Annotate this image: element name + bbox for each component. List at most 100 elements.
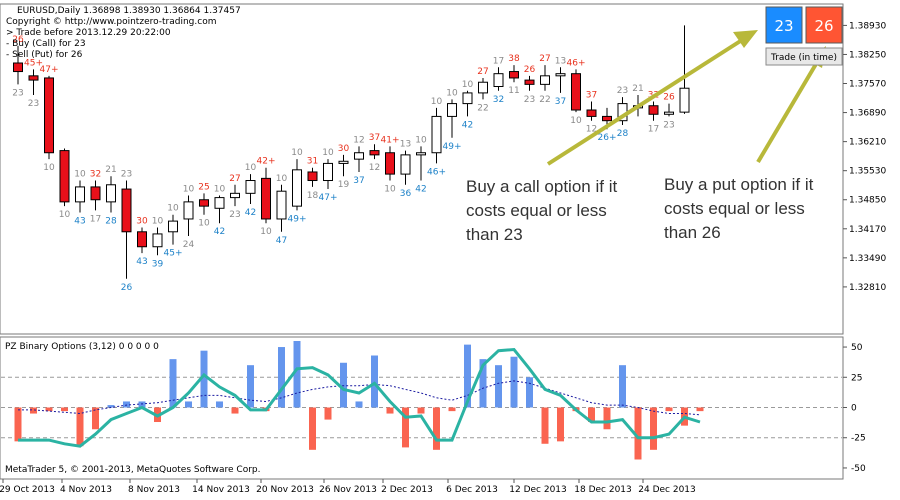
candle-bottom-label: 10 bbox=[43, 163, 55, 173]
candle bbox=[524, 75, 535, 91]
indicator-bar-series bbox=[14, 341, 704, 460]
candle bbox=[137, 227, 147, 254]
candle-top-label: 27 bbox=[477, 67, 488, 77]
candle bbox=[540, 65, 550, 91]
candle-top-label: 26 bbox=[524, 65, 536, 75]
candle-bottom-label: 18 bbox=[307, 191, 319, 201]
indicator-tick-label: 25 bbox=[851, 373, 862, 383]
candle-bottom-label: 42 bbox=[245, 208, 256, 218]
candle-top-label: 10 bbox=[431, 97, 443, 107]
candle-top-label: 10 bbox=[462, 80, 474, 90]
indicator-tick-label: 50 bbox=[851, 343, 863, 353]
candle-top-label: 26 bbox=[12, 35, 24, 45]
indicator-bar bbox=[526, 377, 533, 408]
candle bbox=[90, 180, 101, 211]
indicator-bar bbox=[309, 407, 316, 450]
candle-body bbox=[106, 184, 116, 203]
candle bbox=[75, 180, 85, 213]
candle bbox=[679, 25, 690, 114]
candle bbox=[493, 67, 504, 91]
indicator-tick-label: -50 bbox=[851, 464, 866, 474]
candle-top-label: 37 bbox=[369, 133, 380, 143]
candle-top-label: 10 bbox=[183, 184, 195, 194]
call-note-line-1: Buy a call option if it bbox=[466, 177, 617, 196]
indicator-bar bbox=[619, 365, 626, 408]
indicator-bar bbox=[448, 407, 456, 412]
candle bbox=[354, 146, 364, 172]
candle-body bbox=[168, 220, 178, 233]
candle bbox=[261, 167, 271, 224]
candle-bottom-label: 43 bbox=[136, 257, 147, 267]
candle-top-label: 10 bbox=[245, 163, 257, 173]
candle bbox=[276, 184, 287, 232]
price-tick-label: 1.38930 bbox=[849, 21, 886, 31]
candle-top-label: 41+ bbox=[381, 135, 400, 145]
candle-top-label: 10 bbox=[74, 170, 86, 180]
candle-body bbox=[276, 190, 287, 220]
candle-top-label: 32 bbox=[90, 170, 101, 180]
date-tick-label: 14 Nov 2013 bbox=[192, 485, 250, 495]
call-arrow bbox=[546, 38, 744, 166]
indicator-line bbox=[18, 347, 701, 448]
candle-body bbox=[462, 92, 473, 105]
indicator-axis: 50 25 0 -25 -50 bbox=[843, 343, 866, 474]
indicator-tick-label: 0 bbox=[851, 404, 857, 414]
candle-bottom-label: 22 bbox=[539, 95, 550, 105]
candle-bottom-label: 42 bbox=[214, 227, 225, 237]
call-arrow-head bbox=[733, 30, 758, 48]
indicator-bar bbox=[479, 359, 487, 408]
indicator-bar bbox=[696, 407, 704, 412]
price-tick-label: 1.38250 bbox=[849, 50, 886, 60]
candle-bottom-label: 10 bbox=[260, 227, 272, 237]
indicator-bar bbox=[45, 407, 53, 412]
candle-top-label: 10 bbox=[415, 135, 427, 145]
candle-top-label: 42+ bbox=[257, 157, 276, 167]
trade-button-label: Trade (in time) bbox=[770, 53, 837, 63]
candle-top-label: 13 bbox=[400, 140, 411, 150]
indicator-bar bbox=[402, 407, 409, 448]
candle-bottom-label: 47 bbox=[276, 236, 287, 246]
trade-button[interactable]: Trade (in time) bbox=[765, 47, 843, 66]
candle-body bbox=[478, 81, 488, 94]
put-button[interactable]: 26 bbox=[805, 6, 843, 44]
candle-bottom-label: 39 bbox=[152, 259, 164, 269]
candle-top-label: 23 bbox=[617, 86, 628, 96]
candle bbox=[462, 90, 473, 117]
candle-body bbox=[385, 152, 395, 175]
candle-body bbox=[307, 171, 318, 182]
candle-top-label: 30 bbox=[338, 144, 350, 154]
candle-top-label: 12 bbox=[353, 135, 364, 145]
date-tick-label: 26 Nov 2013 bbox=[319, 485, 377, 495]
candle-body bbox=[13, 62, 23, 73]
indicator-bar bbox=[541, 407, 549, 444]
indicator-bar bbox=[61, 407, 68, 412]
candle-bottom-label: 28 bbox=[617, 129, 629, 139]
candle-body bbox=[44, 77, 54, 154]
indicator-bar bbox=[14, 407, 22, 442]
candle-body bbox=[59, 150, 70, 203]
candle-top-label: 21 bbox=[632, 84, 643, 94]
candle-bottom-label: 12 bbox=[586, 125, 597, 135]
indicator-bar bbox=[107, 405, 115, 408]
call-button[interactable]: 23 bbox=[765, 6, 803, 44]
candle bbox=[214, 195, 225, 224]
indicator-bar bbox=[293, 341, 301, 408]
candle-body bbox=[571, 73, 581, 111]
candle-body bbox=[121, 188, 132, 233]
candle-body bbox=[199, 199, 209, 207]
candle-top-label: 46+ bbox=[567, 58, 586, 68]
candle-top-label: 13 bbox=[555, 56, 566, 66]
candle-top-label: 10 bbox=[167, 204, 179, 214]
indicator-bar bbox=[200, 350, 208, 408]
price-tick-label: 1.33490 bbox=[849, 254, 886, 264]
indicator-tick-label: -25 bbox=[851, 434, 866, 444]
candle bbox=[571, 69, 581, 113]
candle bbox=[292, 159, 302, 211]
candle-body bbox=[338, 160, 349, 164]
candle-bottom-label: 11 bbox=[508, 86, 519, 96]
candle-top-label: 25 bbox=[198, 182, 209, 192]
indicator-bar bbox=[464, 344, 471, 408]
date-tick-label: 8 Nov 2013 bbox=[128, 485, 180, 495]
candle-bottom-label: 23 bbox=[12, 88, 23, 98]
